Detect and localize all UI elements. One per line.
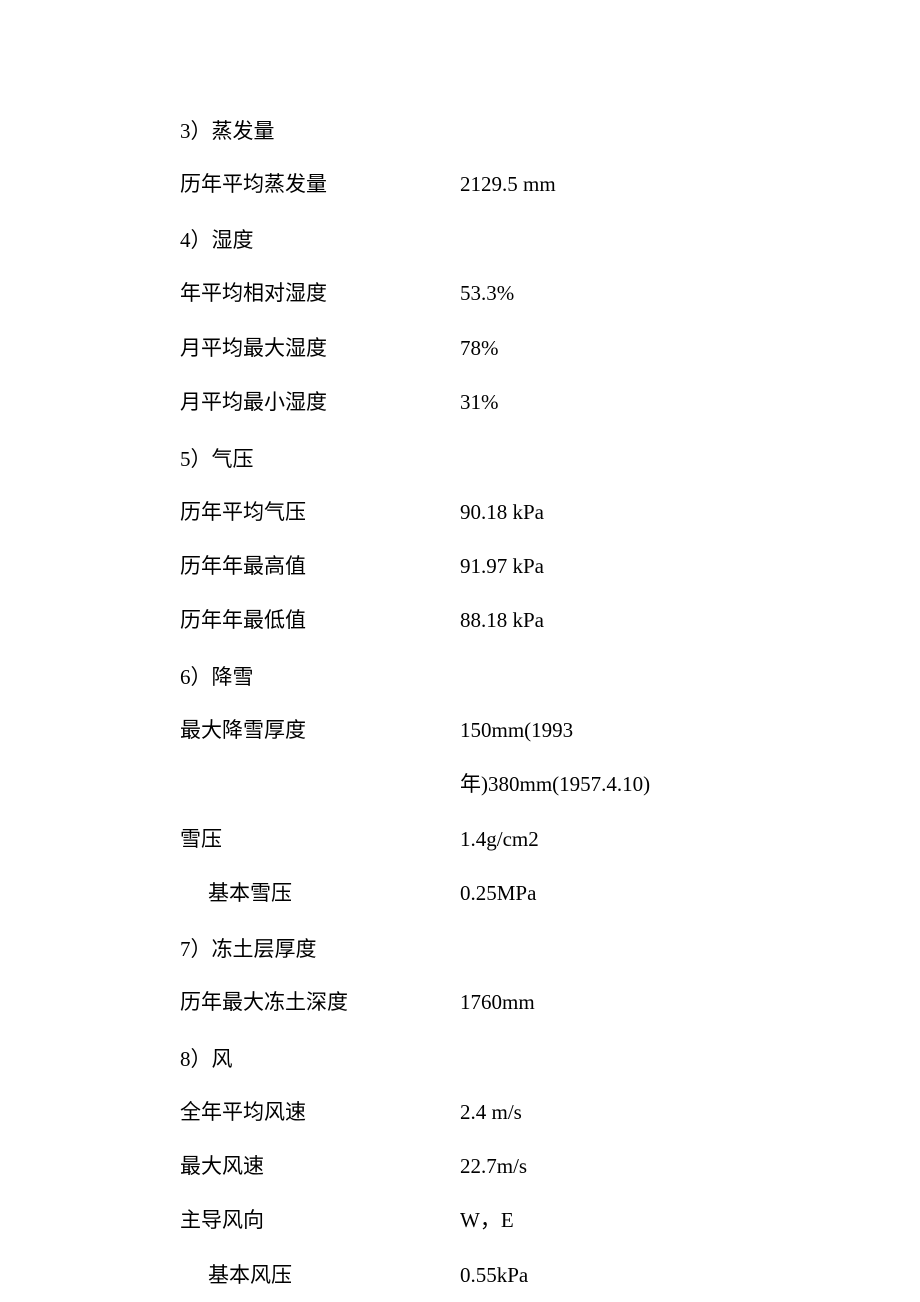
data-row: 全年平均风速 2.4 m/s (180, 1098, 740, 1127)
section-5-header: 5）气压 (180, 443, 740, 473)
row-value: 年)380mm(1957.4.10) (460, 770, 740, 799)
data-row: 最大降雪厚度 150mm(1993 (180, 716, 740, 745)
data-row: 基本雪压 0.25MPa (180, 879, 740, 908)
data-row: 年平均相对湿度 53.3% (180, 279, 740, 308)
row-value: 91.97 kPa (460, 552, 740, 581)
row-value: 0.55kPa (460, 1261, 740, 1290)
row-label: 历年年最高值 (180, 552, 460, 581)
data-row: 主导风向 W，E (180, 1206, 740, 1235)
row-label: 最大降雪厚度 (180, 716, 460, 745)
section-3-header: 3）蒸发量 (180, 115, 740, 145)
data-row: 历年最大冻土深度 1760mm (180, 988, 740, 1017)
data-row: 最大风速 22.7m/s (180, 1152, 740, 1181)
row-label: 全年平均风速 (180, 1098, 460, 1127)
row-value: 1.4g/cm2 (460, 825, 740, 854)
data-row: 月平均最大湿度 78% (180, 334, 740, 363)
row-label: 最大风速 (180, 1152, 460, 1181)
row-value: 22.7m/s (460, 1152, 740, 1181)
section-4-header: 4）湿度 (180, 224, 740, 254)
row-label (180, 770, 460, 799)
data-row: 历年年最低值 88.18 kPa (180, 606, 740, 635)
data-row: 历年年最高值 91.97 kPa (180, 552, 740, 581)
row-value: 150mm(1993 (460, 716, 740, 745)
data-row: 基本风压 0.55kPa (180, 1261, 740, 1290)
row-label: 历年最大冻土深度 (180, 988, 460, 1017)
row-label: 月平均最小湿度 (180, 388, 460, 417)
row-label: 历年平均蒸发量 (180, 170, 460, 199)
row-value: 53.3% (460, 279, 740, 308)
section-7-header: 7）冻土层厚度 (180, 933, 740, 963)
row-value: 1760mm (460, 988, 740, 1017)
row-label: 历年年最低值 (180, 606, 460, 635)
row-value: W，E (460, 1206, 740, 1235)
row-value: 2129.5 mm (460, 170, 740, 199)
row-value: 88.18 kPa (460, 606, 740, 635)
data-row: 历年平均蒸发量 2129.5 mm (180, 170, 740, 199)
row-label: 历年平均气压 (180, 498, 460, 527)
row-value: 31% (460, 388, 740, 417)
data-row: 年)380mm(1957.4.10) (180, 770, 740, 799)
row-value: 90.18 kPa (460, 498, 740, 527)
row-label: 雪压 (180, 825, 460, 854)
row-value: 78% (460, 334, 740, 363)
row-label: 主导风向 (180, 1206, 460, 1235)
row-label: 基本风压 (180, 1261, 460, 1290)
data-row: 月平均最小湿度 31% (180, 388, 740, 417)
data-row: 雪压 1.4g/cm2 (180, 825, 740, 854)
row-label: 基本雪压 (180, 879, 460, 908)
row-label: 年平均相对湿度 (180, 279, 460, 308)
section-8-header: 8）风 (180, 1043, 740, 1073)
row-value: 0.25MPa (460, 879, 740, 908)
data-row: 历年平均气压 90.18 kPa (180, 498, 740, 527)
section-6-header: 6）降雪 (180, 661, 740, 691)
row-label: 月平均最大湿度 (180, 334, 460, 363)
row-value: 2.4 m/s (460, 1098, 740, 1127)
